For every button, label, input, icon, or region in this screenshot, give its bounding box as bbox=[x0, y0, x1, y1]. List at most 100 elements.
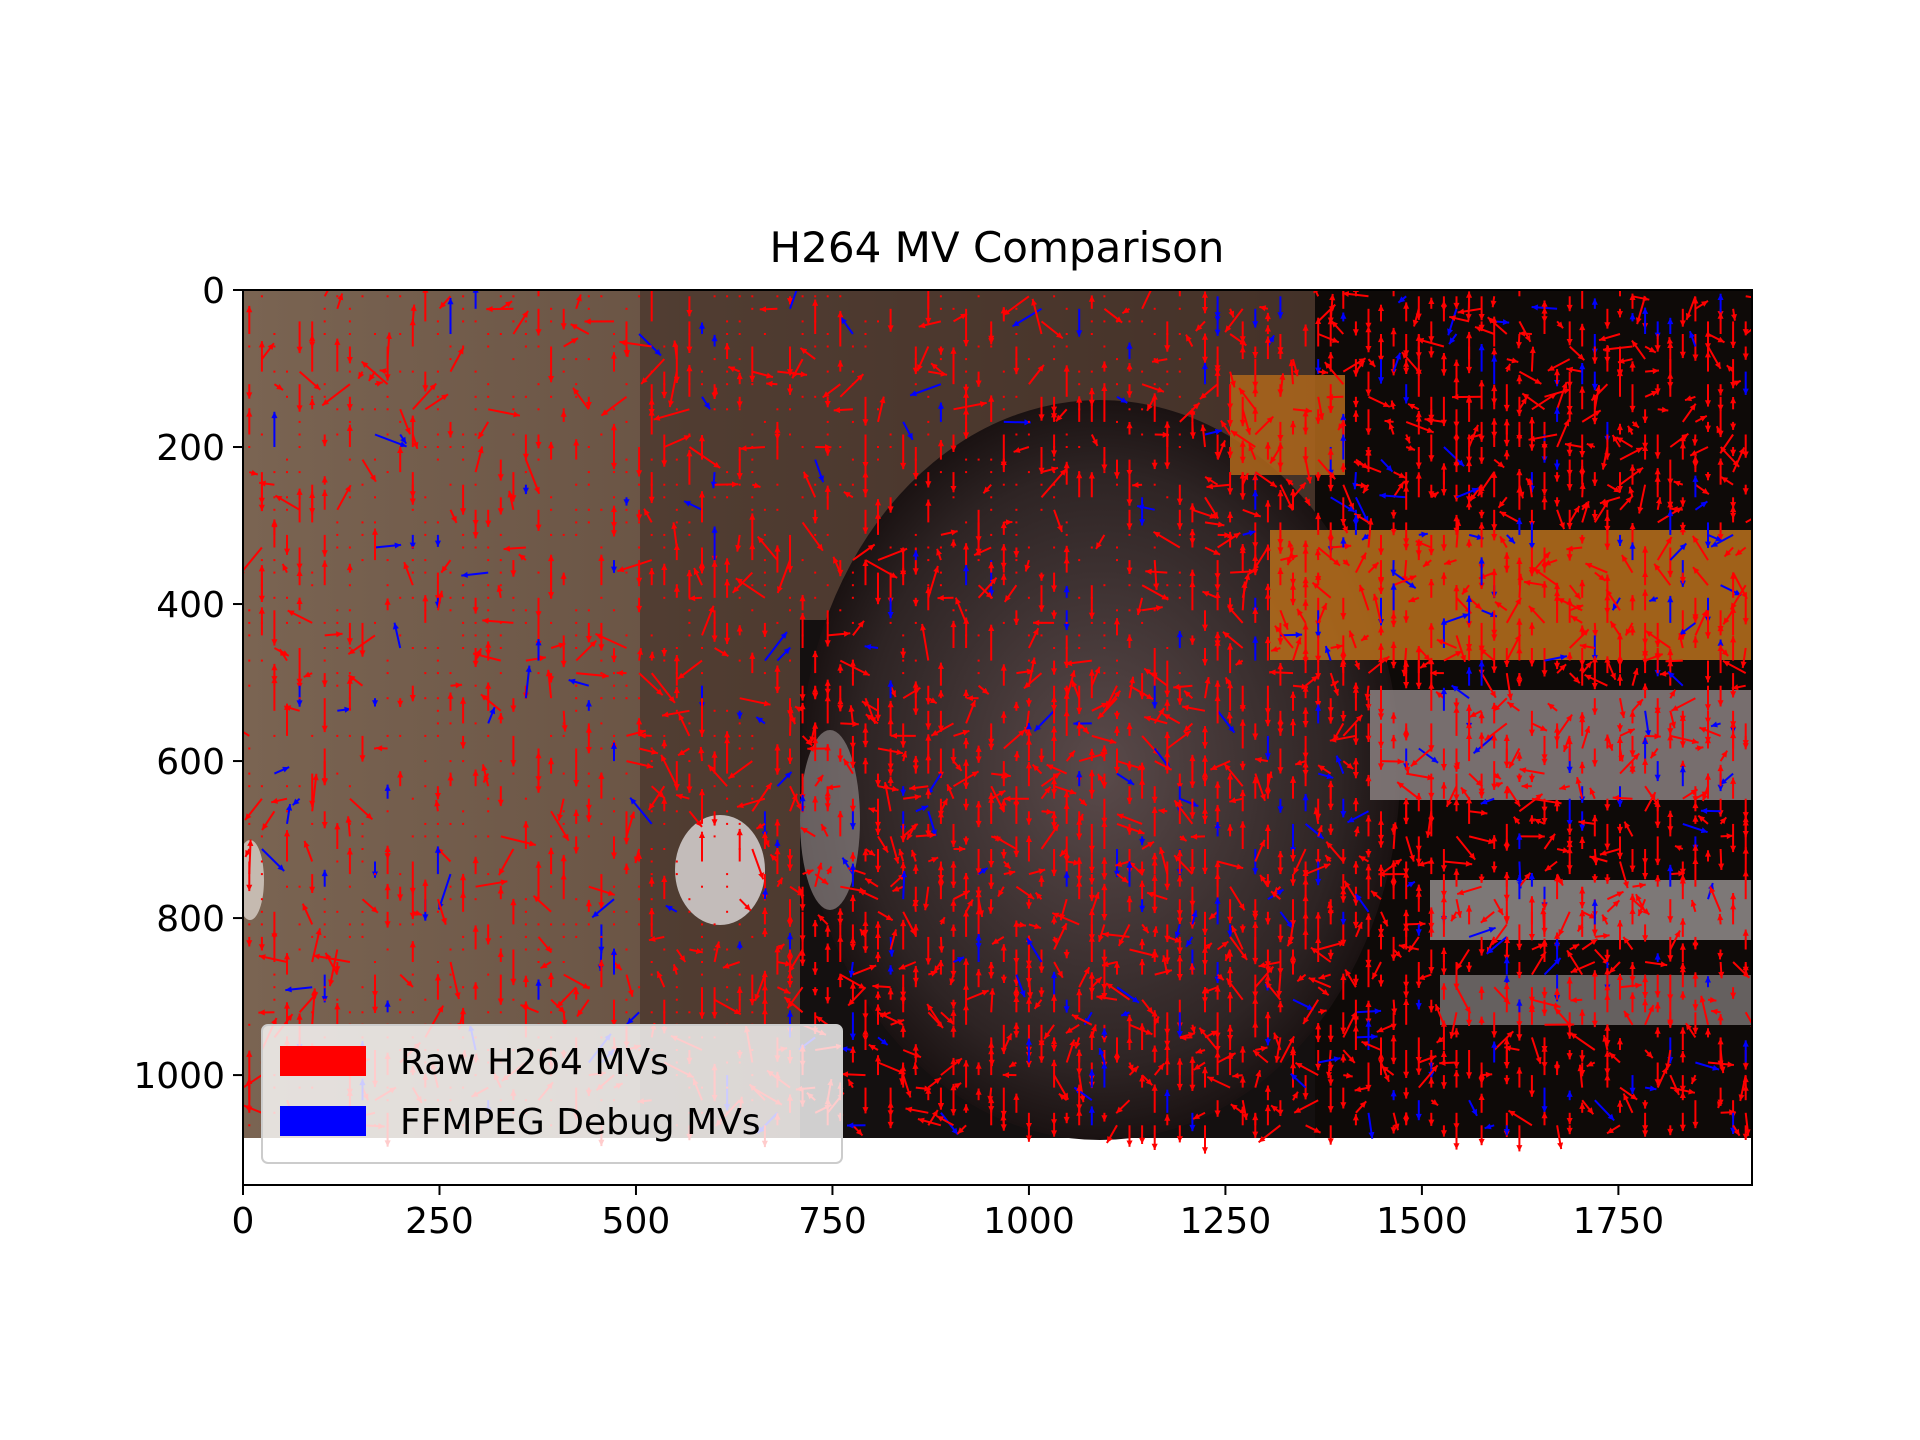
motion-vector-head bbox=[1315, 573, 1322, 580]
motion-vector-head bbox=[271, 797, 278, 804]
motion-vector-head bbox=[686, 310, 693, 317]
zero-motion-vector bbox=[851, 458, 854, 461]
motion-vector-head bbox=[451, 515, 457, 523]
motion-vector-head bbox=[1122, 307, 1130, 314]
motion-vector-head bbox=[1403, 616, 1410, 623]
zero-motion-vector bbox=[462, 320, 465, 323]
motion-vector-head bbox=[518, 554, 526, 561]
zero-motion-vector bbox=[877, 458, 879, 461]
motion-vector-head bbox=[246, 392, 253, 399]
motion-vector-head bbox=[1453, 702, 1460, 709]
motion-vector-head bbox=[776, 877, 783, 885]
motion-vector-head bbox=[1566, 304, 1573, 312]
zero-motion-vector bbox=[1178, 584, 1181, 587]
motion-vector-head bbox=[971, 771, 979, 778]
motion-vector-head bbox=[731, 481, 739, 488]
zero-motion-vector bbox=[1040, 483, 1043, 486]
zero-motion-vector bbox=[462, 458, 465, 461]
zero-motion-vector bbox=[613, 333, 615, 335]
zero-motion-vector bbox=[575, 621, 578, 624]
motion-vector-head bbox=[1566, 522, 1573, 530]
motion-vector-head bbox=[1403, 302, 1410, 309]
zero-motion-vector bbox=[638, 571, 641, 574]
motion-vector-head bbox=[1052, 824, 1059, 832]
zero-motion-vector bbox=[1116, 383, 1118, 386]
motion-vector-head bbox=[1503, 439, 1510, 447]
motion-vector-head bbox=[1264, 636, 1271, 644]
motion-vector-head bbox=[1025, 762, 1032, 769]
motion-vector-head bbox=[807, 745, 814, 752]
zero-motion-vector bbox=[638, 885, 641, 888]
motion-vector-head bbox=[900, 835, 907, 843]
motion-vector-head bbox=[1602, 500, 1609, 508]
motion-vector-head bbox=[1478, 344, 1485, 351]
motion-vector-head bbox=[1000, 852, 1007, 859]
motion-vector-head bbox=[1390, 734, 1397, 742]
zero-motion-vector bbox=[449, 446, 452, 448]
motion-vector-head bbox=[1604, 594, 1611, 601]
motion-vector-head bbox=[721, 650, 729, 657]
motion-vector-head bbox=[1679, 577, 1686, 584]
zero-motion-vector bbox=[650, 848, 653, 850]
motion-vector-head bbox=[1677, 633, 1684, 640]
motion-vector-head bbox=[346, 638, 353, 645]
motion-vector-head bbox=[344, 706, 351, 713]
motion-vector-head bbox=[1252, 733, 1259, 740]
motion-vector-head bbox=[1733, 380, 1741, 387]
motion-vector-head bbox=[1730, 397, 1737, 404]
motion-vector-head bbox=[683, 435, 691, 441]
motion-vector-head bbox=[912, 681, 919, 688]
motion-vector-head bbox=[1378, 304, 1385, 311]
motion-vector-head bbox=[963, 543, 970, 550]
zero-motion-vector bbox=[965, 471, 968, 474]
motion-vector-head bbox=[1088, 866, 1095, 873]
motion-vector-head bbox=[346, 424, 353, 431]
motion-vector-head bbox=[1329, 293, 1336, 301]
motion-vector-head bbox=[1177, 275, 1183, 281]
motion-vector-head bbox=[1579, 323, 1586, 331]
motion-vector-head bbox=[758, 872, 764, 880]
motion-vector-head bbox=[429, 383, 437, 391]
motion-vector-head bbox=[1372, 593, 1379, 601]
motion-vector-head bbox=[1408, 403, 1416, 410]
motion-vector-head bbox=[1642, 758, 1649, 765]
zero-motion-vector bbox=[688, 785, 691, 788]
motion-vector-head bbox=[654, 349, 661, 356]
motion-vector-head bbox=[284, 703, 291, 710]
motion-vector-head bbox=[1604, 804, 1611, 811]
motion-vector-head bbox=[1415, 539, 1422, 546]
zero-motion-vector bbox=[1078, 383, 1081, 386]
motion-vector-head bbox=[1591, 708, 1598, 715]
motion-vector-head bbox=[1183, 725, 1191, 732]
zero-motion-vector bbox=[1002, 621, 1005, 624]
zero-motion-vector bbox=[738, 822, 741, 825]
motion-vector-head bbox=[1460, 654, 1466, 662]
zero-motion-vector bbox=[663, 546, 666, 549]
motion-vector-head bbox=[258, 341, 265, 348]
motion-vector-head bbox=[753, 482, 761, 489]
zero-motion-vector bbox=[537, 458, 540, 461]
motion-vector-head bbox=[724, 558, 731, 565]
zero-motion-vector bbox=[1053, 496, 1056, 499]
motion-vector-head bbox=[617, 566, 625, 573]
zero-motion-vector bbox=[248, 345, 251, 348]
zero-motion-vector bbox=[751, 307, 754, 310]
motion-vector-head bbox=[1667, 372, 1674, 379]
motion-vector-head bbox=[1353, 826, 1360, 834]
motion-vector-head bbox=[394, 542, 402, 549]
zero-motion-vector bbox=[462, 810, 465, 813]
zero-motion-vector bbox=[688, 722, 691, 725]
motion-vector-head bbox=[1631, 340, 1638, 348]
motion-vector-head bbox=[1591, 876, 1598, 883]
motion-vector-head bbox=[1264, 325, 1271, 332]
motion-vector-head bbox=[277, 864, 285, 871]
zero-motion-vector bbox=[650, 760, 653, 763]
motion-vector-head bbox=[1517, 573, 1524, 581]
motion-vector-head bbox=[1326, 773, 1334, 780]
zero-motion-vector bbox=[260, 295, 263, 298]
motion-vector-head bbox=[963, 759, 970, 766]
zero-motion-vector bbox=[336, 408, 339, 411]
zero-motion-vector bbox=[575, 772, 578, 775]
zero-motion-vector bbox=[1178, 358, 1181, 361]
zero-motion-vector bbox=[927, 433, 930, 436]
